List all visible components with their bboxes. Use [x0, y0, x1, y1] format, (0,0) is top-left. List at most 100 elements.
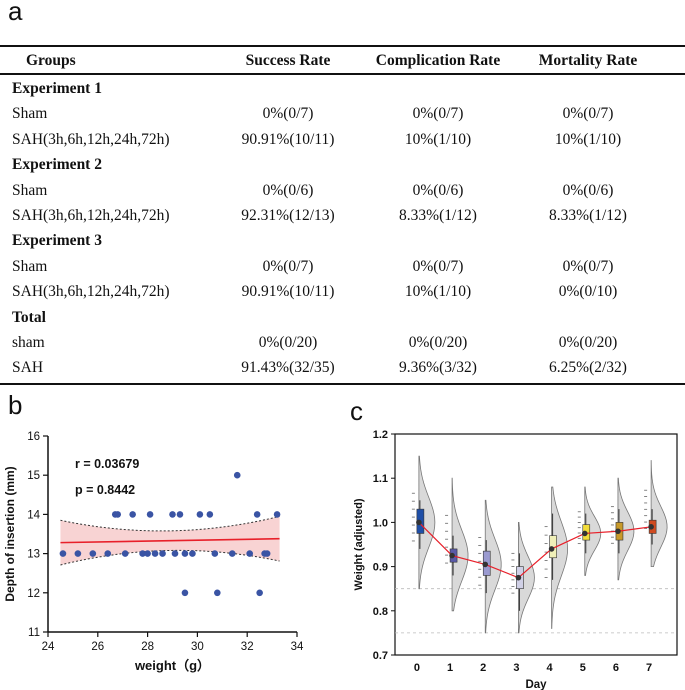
value-cell: 6.25%(2/32): [549, 359, 627, 377]
column-header: Mortality Rate: [538, 52, 638, 69]
regression-line: [60, 537, 280, 544]
table-row: SAH(3h,6h,12h,24h,72h) 90.91%(10/11) 10%(1…: [0, 279, 685, 303]
data-point: [139, 550, 146, 557]
panel-label-a: a: [8, 0, 23, 26]
x-tick-label: 30: [191, 641, 204, 653]
data-point: [263, 550, 271, 557]
x-axis-title: weight（g）: [134, 658, 210, 673]
data-point: [114, 511, 122, 518]
group-cell: SAH: [12, 359, 44, 377]
table-row: SAH 91.43%(32/35) 9.36%(3/32) 6.25%(2/32): [0, 355, 685, 379]
section-title-row: Experiment 2: [0, 152, 685, 176]
y-tick-label: 0.9: [373, 562, 388, 574]
x-tick-label: 26: [91, 641, 104, 653]
mean-point: [482, 561, 489, 568]
value-cell: 91.43%(32/35): [241, 359, 335, 377]
column-header: Success Rate: [245, 52, 331, 69]
value-cell: 10%(1/10): [554, 130, 622, 148]
data-point: [233, 471, 241, 479]
table-row: SAH(3h,6h,12h,24h,72h) 92.31%(12/13) 8.33%…: [0, 203, 685, 227]
mean-point: [449, 552, 455, 559]
table-row: Sham 0%(0/7) 0%(0/7) 0%(0/7): [0, 101, 685, 125]
plot-frame: [394, 433, 678, 656]
data-point: [211, 550, 219, 557]
band-upper-line: [60, 515, 280, 532]
table-top-rule: [0, 45, 685, 47]
x-axis-title: Day: [525, 679, 547, 690]
value-cell: 0%(0/7): [562, 105, 614, 123]
mean-point: [416, 519, 422, 526]
violin-half: [551, 486, 568, 629]
y-tick-label: 15: [27, 470, 40, 482]
data-point: [159, 550, 166, 557]
band-lower-line: [60, 549, 280, 566]
data-point: [104, 550, 112, 557]
x-tick-label: 3: [513, 662, 519, 674]
data-point: [189, 550, 196, 557]
data-point: [181, 589, 189, 597]
table-header-row: Groups Success Rate Complication Rate Morta…: [0, 48, 685, 72]
table-row: Sham 0%(0/6) 0%(0/6) 0%(0/6): [0, 178, 685, 202]
y-tick-label: 11: [28, 627, 40, 639]
violin-half: [584, 486, 602, 576]
table-bottom-rule: [0, 382, 685, 385]
group-cell: SAH(3h,6h,12h,24h,72h): [12, 283, 170, 301]
section-title: Experiment 3: [12, 232, 102, 250]
group-cell: SAH(3h,6h,12h,24h,72h): [12, 207, 170, 224]
mean-point: [615, 528, 621, 535]
data-point: [144, 550, 151, 557]
group-cell: Sham: [12, 257, 48, 275]
data-point: [273, 511, 281, 518]
data-point: [256, 589, 263, 597]
data-point: [176, 511, 184, 518]
x-tick-label: 1: [447, 662, 453, 674]
y-tick-label: 1.1: [373, 473, 388, 485]
data-point: [253, 511, 261, 518]
mean-point: [515, 574, 522, 581]
value-cell: 90.91%(10/11): [241, 130, 335, 148]
value-cell: 0%(0/20): [408, 334, 468, 351]
value-cell: 10%(1/10): [404, 130, 472, 148]
mean-line: [418, 521, 652, 579]
y-tick-label: 1.2: [373, 429, 388, 441]
table-row: sham 0%(0/20) 0%(0/20) 0%(0/20): [0, 330, 685, 354]
data-point: [89, 550, 97, 557]
violin-half: [418, 455, 436, 590]
panel-label-b: b: [8, 390, 23, 420]
x-tick-label: 2: [480, 662, 486, 674]
y-tick-label: 13: [27, 549, 40, 561]
y-tick-label: 1.0: [373, 517, 388, 529]
data-point: [146, 511, 154, 518]
violin-half: [617, 477, 635, 581]
section-title-row: Experiment 3: [0, 228, 685, 252]
value-cell: 0%(0/6): [562, 181, 614, 199]
violin-half: [451, 477, 469, 612]
y-axis-title: Depth of insertion (mm): [3, 466, 17, 601]
table-row: Sham 0%(0/7) 0%(0/7) 0%(0/7): [0, 254, 685, 278]
data-point: [151, 550, 159, 557]
x-tick-label: 24: [42, 641, 55, 653]
x-tick-label: 28: [141, 641, 154, 653]
violin-chart: 0 1 2 3 4 5 6 7 0.7 0.8 0.9 1.0 1.1 1.2 Day Weight (adj…: [353, 429, 678, 690]
section-title-row: Total: [0, 305, 685, 329]
section-title: Experiment 1: [12, 80, 102, 97]
data-point: [59, 550, 67, 557]
data-point: [206, 511, 214, 518]
value-cell: 0%(0/20): [258, 334, 318, 351]
mean-point: [548, 546, 555, 552]
violin-half: [518, 522, 535, 634]
violin-half: [484, 499, 502, 634]
table-row: SAH(3h,6h,12h,24h,72h) 90.91%(10/11) 10%(1…: [0, 127, 685, 151]
value-cell: 0%(0/20): [558, 334, 618, 351]
data-point: [74, 550, 82, 557]
y-tick-label: 16: [27, 431, 40, 443]
x-tick-label: 32: [241, 641, 254, 653]
section-title: Total: [12, 308, 46, 326]
x-tick-label: 6: [613, 662, 619, 674]
value-cell: 0%(0/6): [262, 181, 314, 199]
y-axis-title: Weight (adjusted): [353, 498, 365, 590]
value-cell: 0%(0/6): [412, 181, 464, 199]
correlation-p: p = 0.8442: [75, 483, 135, 497]
value-cell: 0%(0/7): [562, 257, 614, 275]
group-cell: sham: [12, 334, 45, 351]
